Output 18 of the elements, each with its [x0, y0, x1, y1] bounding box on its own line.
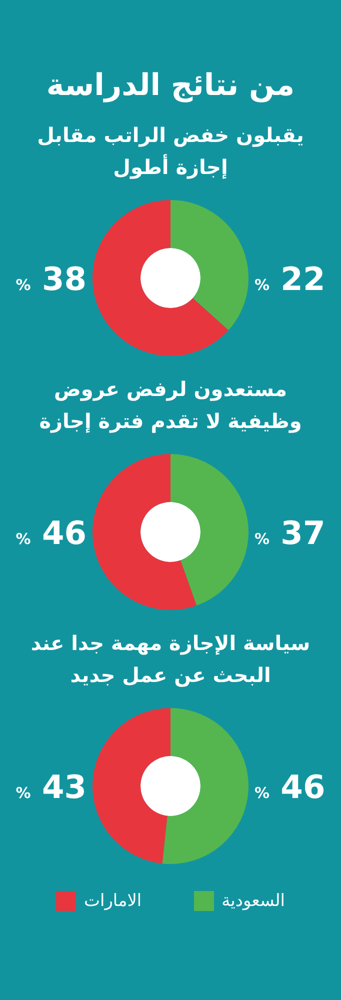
- donut-slice: [92, 708, 170, 864]
- donut-slice: [162, 708, 248, 864]
- data-label: % 38: [16, 260, 86, 298]
- data-label: % 22: [254, 260, 326, 298]
- data-label: % 46: [254, 768, 326, 806]
- chart-title: من نتائج الدراسة: [45, 67, 296, 105]
- data-label: % 37: [254, 514, 326, 552]
- legend-label: السعودية: [222, 891, 286, 911]
- chart-subtitle: يقبلون خفض الراتب مقابل إجازة أطول: [36, 122, 305, 181]
- donut-slice: [170, 200, 248, 330]
- chart-subtitle: سياسة الإجازة مهمة جدا عند البحث عن عمل جديد: [30, 630, 312, 689]
- donut-slice: [92, 200, 228, 356]
- legend-label: الامارات: [84, 891, 142, 911]
- chart-subtitle: مستعدون لرفض عروض وظيفية لا تقدم فترة إجازة: [38, 376, 303, 435]
- donut-slice: [92, 454, 197, 610]
- donut-slice: [170, 454, 248, 606]
- data-label: % 43: [16, 768, 86, 806]
- data-label: % 46: [16, 514, 86, 552]
